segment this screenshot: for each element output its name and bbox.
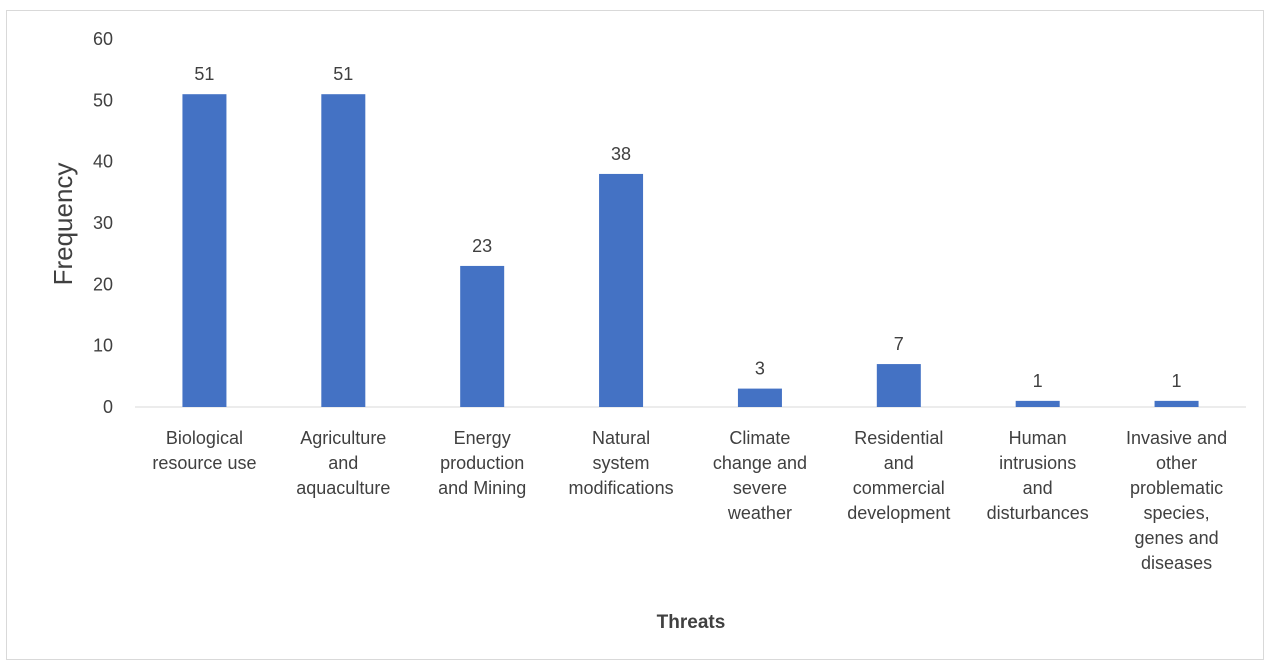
x-axis-title: Threats <box>657 612 726 633</box>
x-tick-label: Biological resource use <box>152 428 256 473</box>
x-tick-label: Energy production and Mining <box>438 428 526 498</box>
x-tick-label: Residential and commercial development <box>847 428 950 523</box>
category-labels: Biological resource use Agriculture and aqua… <box>152 428 1227 573</box>
y-tick-label: 30 <box>93 213 113 233</box>
bar <box>1154 400 1199 407</box>
data-label: 7 <box>894 334 904 354</box>
data-label: 3 <box>755 359 765 379</box>
data-label: 38 <box>611 144 631 164</box>
x-tick-label: Natural system modifications <box>569 428 674 498</box>
x-tick-label: Agriculture and aquaculture <box>296 428 390 498</box>
bar <box>182 94 227 407</box>
bar <box>321 94 366 407</box>
data-label: 23 <box>472 236 492 256</box>
y-tick-label: 0 <box>103 397 113 417</box>
bar <box>876 364 921 407</box>
y-tick-label: 20 <box>93 274 113 294</box>
y-tick-label: 10 <box>93 336 113 356</box>
bar <box>460 265 505 407</box>
x-tick-label: Climate change and severe weather <box>713 428 807 523</box>
bar <box>1015 400 1060 407</box>
y-axis-title: Frequency <box>48 163 78 286</box>
y-tick-label: 40 <box>93 152 113 172</box>
bar <box>737 388 782 407</box>
data-label: 51 <box>194 64 214 84</box>
y-axis-ticks: 0 10 20 30 40 50 60 <box>93 29 113 417</box>
data-label: 1 <box>1172 371 1182 391</box>
bars <box>182 94 1199 407</box>
bar <box>599 173 644 407</box>
data-label: 1 <box>1033 371 1043 391</box>
y-tick-label: 60 <box>93 29 113 49</box>
x-tick-label: Human intrusions and disturbances <box>987 428 1089 523</box>
x-tick-label: Invasive and other problematic species, gene… <box>1126 428 1227 573</box>
y-tick-label: 50 <box>93 90 113 110</box>
data-label: 51 <box>333 64 353 84</box>
